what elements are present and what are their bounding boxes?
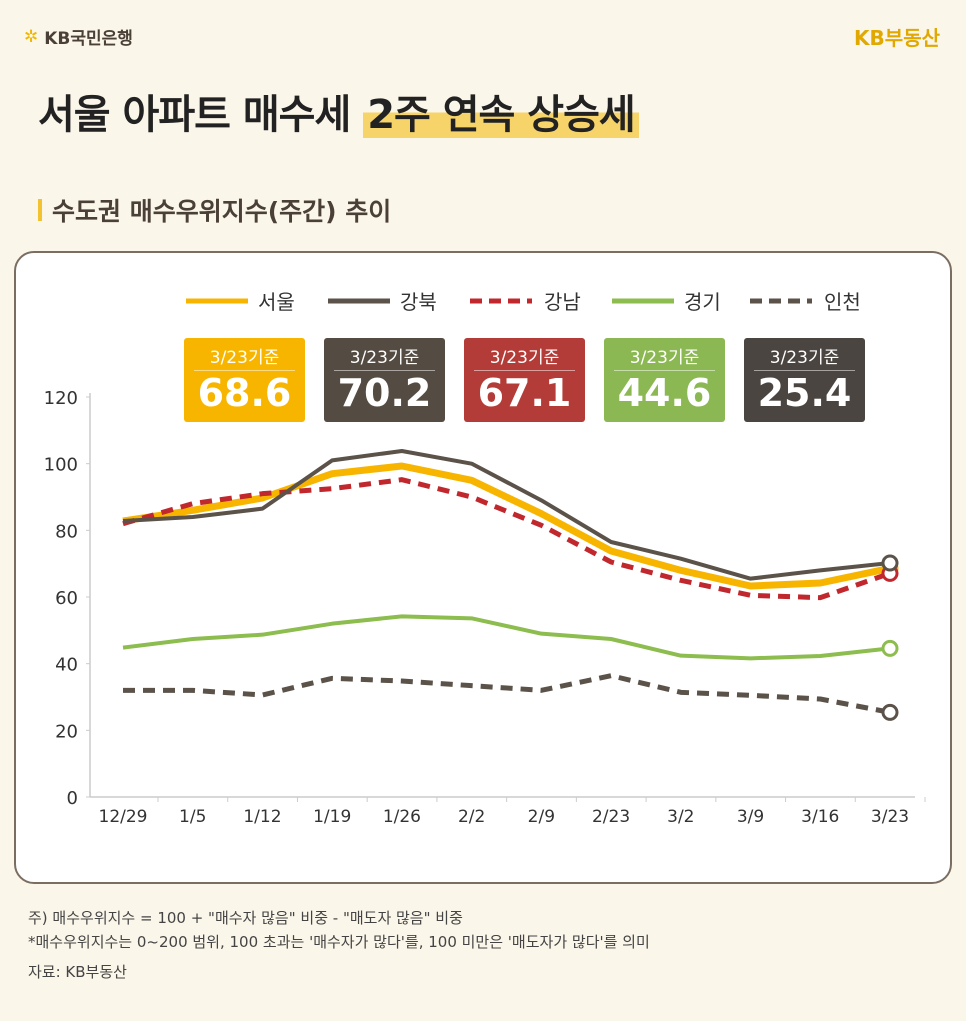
value-badge: 3/23기준 68.6 — [184, 338, 305, 422]
subtitle: 수도권 매수우위지수(주간) 추이 — [38, 192, 391, 228]
badge-date: 3/23기준 — [614, 338, 715, 371]
value-badge: 3/23기준 70.2 — [324, 338, 445, 422]
value-badge: 3/23기준 25.4 — [744, 338, 865, 422]
series-line-강남 — [122, 477, 891, 601]
x-tick-label: 1/5 — [179, 807, 206, 827]
note-source: 자료: KB부동산 — [28, 963, 127, 981]
x-tick-label: 3/16 — [801, 807, 839, 827]
end-point-marker — [881, 703, 899, 721]
legend-item: 경기 — [612, 286, 721, 315]
value-badge: 3/23기준 67.1 — [464, 338, 585, 422]
legend-label: 경기 — [684, 290, 721, 314]
badge-date: 3/23기준 — [334, 338, 435, 371]
x-tick-label: 2/9 — [528, 807, 555, 827]
legend-item: 인천 — [748, 286, 861, 315]
x-tick-label: 12/29 — [99, 807, 148, 827]
y-tick-label: 100 — [44, 455, 78, 476]
y-tick-label: 0 — [67, 788, 78, 809]
legend-label: 강남 — [544, 290, 581, 314]
legend-swatch — [750, 298, 812, 303]
subtitle-bar — [38, 199, 42, 221]
series-line-인천 — [123, 673, 891, 715]
badge-date: 3/23기준 — [194, 338, 295, 371]
page-title: 서울 아파트 매수세 2주 연속 상승세 — [38, 82, 639, 140]
legend-item: 서울 — [186, 286, 295, 315]
legend-label: 강북 — [400, 290, 437, 314]
badge-value: 25.4 — [757, 371, 852, 415]
y-tick-label: 120 — [44, 388, 78, 409]
legend-item: 강남 — [468, 286, 581, 315]
x-tick-label: 1/26 — [383, 807, 421, 827]
badge-value: 68.6 — [197, 371, 292, 415]
note-formula: 주) 매수우위지수 = 100 + "매수자 많음" 비중 - "매도자 많음"… — [28, 909, 463, 927]
end-point-marker — [881, 554, 899, 572]
x-tick-label: 2/2 — [458, 807, 485, 827]
title-part1: 서울 아파트 매수세 — [38, 92, 351, 138]
title-highlight: 2주 연속 상승세 — [363, 92, 639, 138]
value-badge: 3/23기준 44.6 — [604, 338, 725, 422]
legend-item: 강북 — [328, 286, 437, 315]
badge-value: 44.6 — [617, 371, 712, 415]
badge-value: 67.1 — [477, 371, 572, 415]
footnotes: 주) 매수우위지수 = 100 + "매수자 많음" 비중 - "매도자 많음"… — [28, 906, 650, 984]
x-tick-label: 1/19 — [313, 807, 351, 827]
legend-swatch — [612, 298, 674, 303]
y-tick-label: 20 — [55, 721, 78, 742]
y-tick-label: 80 — [55, 521, 78, 542]
star-icon: ✲ — [24, 26, 39, 47]
y-tick-label: 40 — [55, 655, 78, 676]
brand-left-text: KB국민은행 — [44, 29, 133, 49]
x-tick-label: 3/9 — [737, 807, 764, 827]
badge-value: 70.2 — [337, 371, 432, 415]
x-tick-label: 3/23 — [871, 807, 909, 827]
legend-label: 인천 — [824, 290, 861, 314]
badge-date: 3/23기준 — [474, 338, 575, 371]
kb-budongsan-logo: KB부동산 — [854, 26, 940, 50]
legend-label: 서울 — [258, 290, 295, 314]
series-line-서울 — [122, 462, 891, 590]
x-tick-label: 1/12 — [243, 807, 281, 827]
legend-swatch — [328, 298, 390, 303]
legend-swatch — [186, 298, 248, 303]
end-point-marker — [881, 639, 899, 657]
series-line-경기 — [122, 614, 891, 661]
x-tick-label: 3/2 — [667, 807, 694, 827]
series-line-강북 — [122, 449, 891, 581]
y-tick-label: 60 — [55, 588, 78, 609]
badge-date: 3/23기준 — [754, 338, 855, 371]
kb-kookmin-logo: ✲ KB국민은행 — [24, 24, 133, 50]
legend-swatch — [470, 298, 532, 303]
note-range: *매수우위지수는 0~200 범위, 100 초과는 '매수자가 많다'를, 1… — [28, 933, 650, 951]
x-tick-label: 2/23 — [592, 807, 630, 827]
subtitle-text: 수도권 매수우위지수(주간) 추이 — [52, 197, 392, 226]
